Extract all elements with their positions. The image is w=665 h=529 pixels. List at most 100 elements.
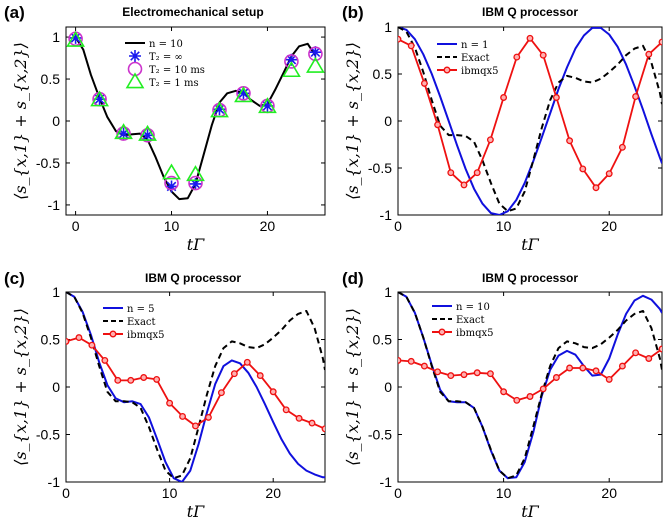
legend: n = 10 T₂ = ∞ T₂ = 10 ms T₂ = 1 ms [125,39,205,89]
data-point [645,50,653,58]
data-point [116,126,131,141]
panel-c: (c) IBM Q processor 0 10 20 -1 -0.5 0 0.5 1 tΓ ⟨s… [4,269,326,521]
legend-label: Exact [127,317,156,328]
data-point [88,341,96,349]
data-point [153,375,161,383]
y-tick-label: 0.5 [373,66,393,82]
y-axis-label: ⟨s_{x,1} + s_{x,2}⟩ [11,42,30,200]
legend-label: n = 5 [127,304,155,315]
y-tick-label: -1 [380,474,393,490]
data-point [579,165,587,173]
legend-label: ibmqx5 [456,328,494,339]
series-layer [66,292,325,482]
series-line [66,292,325,482]
data-point [618,143,626,151]
y-tick-label: -0.5 [368,427,392,443]
data-point [269,388,277,396]
legend-label: T₂ = ∞ [149,52,183,63]
plot-area: 0 10 20 -1 -0.5 0 0.5 1 tΓ ⟨s_{x,1} + s_{x,2}⟩ n =… [343,19,663,254]
y-tick-label: 1 [52,29,60,45]
data-point [398,35,402,43]
panel-b: (b) IBM Q processor 0 10 20 -1 -0.5 0 0.5 1 tΓ ⟨s… [342,3,663,254]
y-tick-label: 0 [52,379,60,395]
data-point [101,356,109,364]
x-tick-label: 10 [496,218,512,234]
series-line [74,36,317,201]
data-point [165,180,178,193]
data-point [69,31,82,44]
data-point [188,175,203,191]
chart-title: IBM Q processor [482,271,578,285]
y-tick-label: 0 [52,113,60,129]
y-tick-label: -1 [380,207,393,223]
data-point [189,177,202,190]
data-point [566,137,574,145]
y-tick-label: -0.5 [36,155,60,171]
x-tick-label: 0 [394,218,402,234]
data-point [213,103,226,116]
data-point [539,385,547,393]
legend-label: n = 10 [149,39,183,50]
data-point [579,364,587,372]
series-line [398,292,662,480]
data-point [632,349,640,357]
data-point [258,97,277,114]
data-point [473,169,481,177]
y-axis-label: ⟨s_{x,1} + s_{x,2}⟩ [343,42,362,200]
data-point [592,367,600,375]
data-point [261,99,274,112]
data-point [632,93,640,101]
data-point [210,101,229,118]
panel-d: (d) IBM Q processor 0 10 20 -1 -0.5 0 0.5 1 tΓ ⟨s… [342,269,663,521]
x-tick-label: 20 [265,485,281,501]
data-point [140,127,155,143]
chart-title: Electromechanical setup [122,5,263,19]
plot-area: 0 10 20 -1 -0.5 0 0.5 1 tΓ ⟨s_{x,1} + s_{x,2}⟩ n =… [11,26,326,254]
series-layer [398,27,662,215]
data-point [407,357,415,365]
data-point [592,184,600,192]
data-point [162,163,181,180]
data-point [114,376,122,384]
data-point [618,362,626,370]
data-point [284,54,299,69]
legend: n = 10 Exact ibmqx5 [432,302,494,339]
data-point [308,46,323,62]
x-tick-label: 20 [601,218,617,234]
data-point [90,90,109,107]
data-point [243,358,251,366]
data-point [500,388,508,396]
data-point [282,61,301,78]
data-point [179,413,186,420]
y-tick-label: 0 [384,113,392,129]
legend-marker [443,66,451,74]
legend-label: n = 10 [456,302,490,313]
y-axis-label: ⟨s_{x,1} + s_{x,2}⟩ [11,308,30,466]
data-point [164,175,179,191]
data-point [658,345,662,353]
data-point [447,169,455,177]
x-axis-label: tΓ [187,235,205,254]
data-point [447,372,455,380]
data-point [398,356,402,364]
x-tick-label: 10 [164,218,180,234]
panel-a: (a) Electromechanical setup 0 10 20-1-0.50… [4,3,326,254]
data-point [539,51,547,59]
data-point [321,425,325,433]
data-point [566,364,574,372]
data-point [308,419,316,427]
y-tick-label: -1 [48,197,61,213]
data-point [526,34,534,42]
panel-label: (b) [342,3,364,22]
data-point [66,337,70,345]
legend-marker [129,50,141,62]
data-point [114,123,133,140]
data-point [285,53,298,66]
x-tick-label: 0 [394,485,402,501]
legend-marker [109,330,117,338]
data-point [605,375,613,383]
series-line [398,27,662,215]
x-tick-label: 0 [72,218,80,234]
legend-marker [125,72,145,89]
